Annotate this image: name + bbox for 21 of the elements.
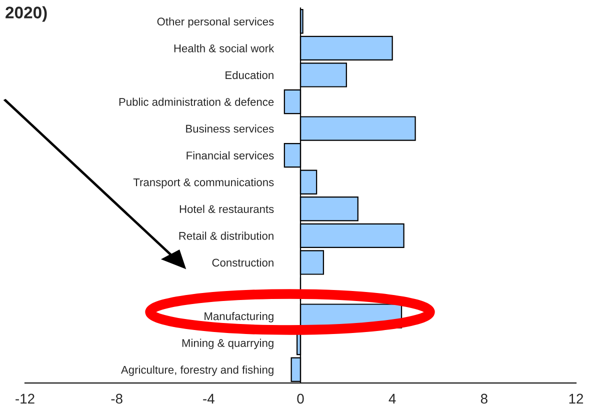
y-tick-label: Hotel & restaurants: [180, 204, 274, 214]
x-tick-label: 0: [297, 394, 304, 404]
x-tick-label: -4: [203, 394, 214, 404]
y-tick-label: Business services: [186, 124, 274, 133]
x-tick-label: 4: [388, 394, 396, 404]
y-tick-label: Transport & communications: [133, 178, 274, 188]
y-tick-label: Health & social work: [174, 44, 274, 52]
y-tick-label: Other personal services: [157, 17, 274, 28]
y-tick-label: Financial services: [186, 151, 274, 160]
y-tick-label: Mining & quarrying: [182, 338, 274, 350]
y-tick-label: Manufacturing: [204, 312, 274, 322]
y-tick-label: Agriculture, forestry and fishing: [120, 366, 274, 376]
y-tick-label: Retail & distribution: [179, 232, 274, 240]
y-tick-label: Construction: [212, 258, 274, 267]
chart-title: 2020): [6, 6, 47, 22]
x-tick-label: -12: [16, 394, 34, 404]
y-tick-label: Education: [226, 70, 274, 80]
x-tick-label: 8: [480, 394, 488, 404]
x-tick-label: 12: [569, 394, 584, 404]
y-tick-label: Public administration & defence: [119, 98, 274, 106]
x-tick-label: -8: [111, 394, 122, 404]
